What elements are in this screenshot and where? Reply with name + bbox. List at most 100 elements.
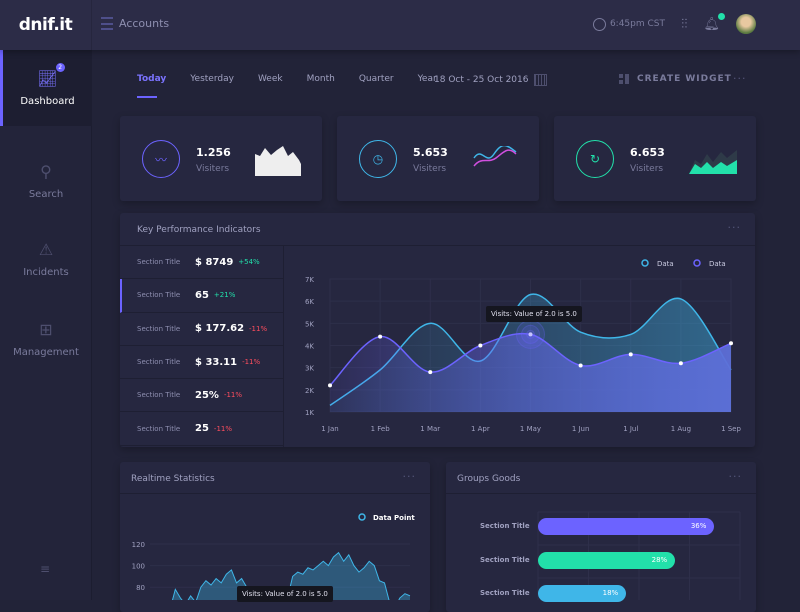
kpi-row[interactable]: Section Title 25 -11% [120,412,284,446]
bar: 18% [538,585,627,602]
sidebar-item-label: Management [13,347,79,358]
kpi-row-title: Section Title [137,358,181,367]
stat-card: ↻ 6.653 Visiters [554,116,756,201]
sidebar-item-label: Incidents [23,267,69,278]
stat-card: 〰 1.256 Visiters [120,116,322,201]
realtime-tooltip: Visits: Value of 2.0 is 5.0 [237,586,333,602]
stat-label: Visiters [196,164,230,174]
kpi-list: Section Title $ 8749 +54% Section Title 65 +2… [120,246,284,446]
stat-value: 5.653 [413,146,448,159]
card-title: Groups Goods [457,474,521,484]
kpi-row-value: $ 177.62 [195,323,245,335]
card-title: Realtime Statistics [131,474,215,484]
kpi-row[interactable]: Section Title $ 177.62 -11% [120,313,284,346]
clock-icon: ◷ [359,140,397,178]
tab-quarter[interactable]: Quarter [358,74,394,84]
kpi-row-value: 25 [195,423,209,435]
kpi-row-title: Section Title [137,258,181,267]
tab-year[interactable]: Year [417,74,437,84]
more-options-button[interactable]: ··· [728,470,742,483]
date-range: 18 Oct - 25 Oct 2016 [434,75,529,85]
bar: 36% [538,518,715,535]
more-options-button[interactable]: ··· [402,470,416,483]
kpi-row[interactable]: Section Title 65 +21% [120,279,284,313]
kpi-row-value: $ 8749 [195,256,234,268]
tab-week[interactable]: Week [257,74,283,84]
sparkline [473,146,517,167]
create-widget-label: CREATE WIDGET [637,74,732,84]
notification-badge [718,12,725,20]
bar-label: Section Title [480,555,530,564]
kpi-row[interactable]: Section Title $ 8749 +54% [120,246,284,280]
kpi-row-value: 65 [195,289,209,301]
search-icon: ⚲ [40,162,52,181]
kpi-row-value: $ 33.11 [195,356,238,368]
kpi-row-change: +21% [213,291,236,300]
grid-icon: ⊞ [39,320,53,339]
sidebar-item-label: Search [28,189,64,200]
dashboard-badge: 2 [55,63,65,72]
warning-icon: ⚠︎ [38,240,54,259]
sidebar-item-label: Dashboard [20,96,75,107]
date-range-picker[interactable]: 18 Oct - 25 Oct 2016 [434,74,548,86]
stat-card: ◷ 5.653 Visiters [337,116,539,201]
create-widget-button[interactable]: CREATE WIDGET [619,74,732,84]
card-title: Key Performance Indicators [137,225,261,235]
bar: 28% [538,551,676,569]
tab-yesterday[interactable]: Yesterday [190,74,234,84]
widget-icon [619,74,629,84]
bar-label: Section Title [480,589,530,597]
more-options-button[interactable]: ··· [733,72,747,85]
tab-month[interactable]: Month [306,74,335,84]
refresh-icon: ↻ [576,140,614,178]
list-icon [101,17,113,30]
calendar-icon [534,74,548,86]
sidebar-item-search[interactable]: ⚲ Search [0,162,92,200]
kpi-row-change: -11% [242,358,261,367]
bar-value: 28% [651,555,668,564]
clock: 6:45pm CST [592,17,665,31]
notification-button[interactable]: 🔔︎ [703,12,725,32]
avatar[interactable] [736,14,756,34]
sidebar-item-management[interactable]: ⊞ Management [0,320,92,358]
tab-today[interactable]: Today [137,74,167,98]
menu-icon[interactable]: ≡ [40,562,51,576]
kpi-row-change: -11% [213,424,233,433]
bar-label: Section Title [480,522,530,530]
chart-icon: 📈︎ 2 [37,63,65,88]
kpi-card: Key Performance Indicators ··· Section T… [120,213,755,447]
kpi-row-change: -11% [223,391,243,400]
stat-value: 6.653 [630,146,665,159]
period-tabs: Today Yesterday Week Month Quarter Year [137,74,461,98]
sparkline [255,146,301,176]
stat-value: 1.256 [196,146,231,159]
bell-icon: 🔔︎ [703,16,720,32]
kpi-row-title: Section Title [137,291,181,300]
time-label: 6:45pm CST [609,19,665,29]
chart-tooltip: Visits: Value of 2.0 is 5.0 [486,306,582,322]
bar-value: 36% [690,522,707,530]
clock-icon [592,17,606,31]
kpi-row-title: Section Title [137,424,181,433]
sidebar-item-incidents[interactable]: ⚠︎ Incidents [0,240,92,278]
kpi-row[interactable]: Section Title 25% -11% [120,379,284,413]
kpi-row-title: Section Title [137,324,181,333]
logo[interactable]: dnif.it [0,0,92,50]
bar-value: 18% [602,589,619,597]
more-options-button[interactable]: ··· [727,221,741,234]
kpi-row-change: +54% [238,258,260,267]
stat-label: Visiters [413,164,447,174]
kpi-row-value: 25% [195,389,219,401]
top-bar: dnif.it Accounts 6:45pm CST ⫶⫶ 🔔︎ [0,0,800,50]
breadcrumb-label: Accounts [119,17,170,30]
sidebar-item-dashboard[interactable]: 📈︎ 2 Dashboard [0,50,92,126]
kpi-row[interactable]: Section Title $ 33.11 -11% [120,346,284,380]
sliders-icon[interactable]: ⫶⫶ [680,16,688,32]
sidebar: 📈︎ 2 Dashboard ⚲ Search ⚠︎ Incidents ⊞ Manage… [0,50,92,600]
stat-label: Visiters [630,164,664,174]
kpi-row-title: Section Title [137,391,181,400]
kpi-row-change: -11% [249,324,268,333]
trend-icon: 〰 [142,140,180,178]
sparkline [689,150,737,174]
breadcrumb[interactable]: Accounts [101,17,169,30]
